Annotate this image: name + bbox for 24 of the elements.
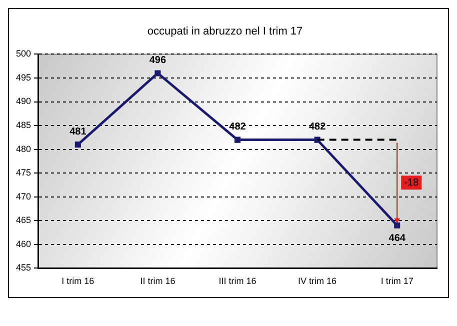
data-label: 481: [70, 126, 87, 138]
y-tick-label: 465: [16, 215, 32, 226]
data-label: 464: [388, 233, 406, 244]
annotation: -18: [404, 177, 419, 188]
x-tick-label: I trim 16: [62, 276, 94, 286]
y-tick-label: 480: [16, 144, 32, 154]
point: [74, 142, 81, 148]
y-tick-label: 455: [16, 262, 32, 273]
y-tick-label: 490: [16, 96, 32, 106]
point: [154, 70, 161, 76]
x-tick-label: II trim 16: [140, 276, 176, 286]
data-label: 496: [149, 54, 166, 66]
y-tick-label: 495: [16, 72, 32, 82]
point: [394, 222, 400, 228]
x-tick-label: III trim 16: [218, 276, 256, 286]
x-tick-label: I trim 17: [380, 276, 414, 286]
y-tick-label: 470: [16, 191, 32, 202]
chart-title: occupati in abruzzo nel I trim 17: [147, 26, 303, 38]
y-tick-label: 485: [16, 120, 32, 130]
point: [234, 136, 241, 143]
y-tick-label: 500: [16, 48, 32, 59]
x-tick-label: IV trim 16: [298, 276, 337, 286]
y-tick-label: 460: [16, 238, 32, 249]
y-tick-label: 475: [16, 168, 32, 178]
